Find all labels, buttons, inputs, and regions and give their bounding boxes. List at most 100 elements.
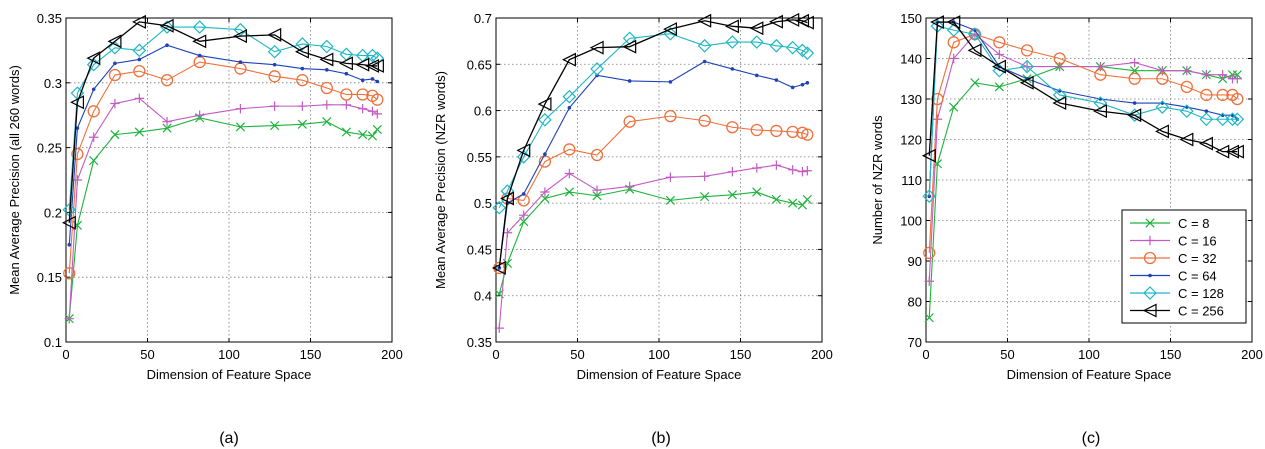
data-point: [295, 44, 309, 59]
data-point: [930, 15, 945, 30]
legend-label: C = 64: [1178, 269, 1217, 284]
data-point: [698, 114, 711, 127]
data-point: [750, 123, 763, 137]
data-point: [1052, 96, 1067, 111]
series-c-8: [64, 113, 382, 324]
panel-a: 0 50 100 150 200 0.1 0.15 0.2 0.25 0.3 0.35 Dimensi…: [7, 11, 403, 382]
data-point: [516, 143, 531, 158]
data-point: [562, 89, 577, 104]
data-point: [590, 148, 604, 162]
data-point: [727, 166, 738, 177]
legend-marker: [1145, 235, 1155, 246]
data-point: [1132, 101, 1137, 105]
data-point: [1129, 57, 1140, 68]
y-axis-label: Number of NZR words: [870, 115, 885, 245]
series-c-256: [61, 14, 384, 230]
legend-label: C = 32: [1178, 251, 1217, 266]
data-point: [1217, 70, 1228, 80]
data-point: [1053, 52, 1066, 65]
data-point: [968, 27, 982, 42]
data-point: [589, 40, 604, 55]
legend-entry: C = 16: [1130, 234, 1217, 249]
y-axis-label: Mean Average Precision (all 260 words): [7, 65, 22, 295]
x-tick-label: 50: [140, 347, 154, 362]
data-point: [341, 127, 351, 137]
data-point: [697, 13, 712, 28]
x-tick-label: 0: [62, 347, 69, 362]
data-point: [110, 98, 120, 109]
data-point: [320, 81, 333, 95]
data-point: [492, 200, 507, 215]
data-point: [774, 78, 779, 82]
y-tick-label: 70: [908, 335, 922, 350]
data-point: [931, 92, 944, 106]
data-point: [1052, 88, 1067, 102]
data-point: [1182, 65, 1192, 76]
data-point: [1232, 74, 1243, 84]
data-point: [537, 97, 552, 112]
series-line: [928, 25, 1238, 197]
data-point: [107, 34, 122, 49]
series-line: [68, 97, 378, 319]
data-point: [1127, 108, 1142, 123]
data-point: [665, 195, 676, 205]
legend-label: C = 8: [1178, 216, 1209, 231]
data-point: [800, 82, 805, 87]
y-tick-label: 0.15: [37, 270, 62, 285]
data-point: [521, 192, 526, 196]
data-point: [801, 128, 814, 141]
data-point: [1020, 59, 1034, 74]
data-point: [1199, 112, 1214, 127]
data-point: [970, 78, 980, 88]
data-point: [160, 74, 174, 87]
data-point: [91, 87, 96, 92]
data-point: [340, 88, 353, 101]
data-point: [1201, 70, 1212, 80]
series-line: [498, 19, 808, 269]
series-line: [68, 61, 378, 274]
data-point: [1216, 88, 1229, 102]
data-point: [1155, 124, 1169, 139]
data-point: [699, 171, 710, 181]
data-point: [67, 243, 72, 247]
series-c-32: [493, 109, 814, 275]
series-c-128: [62, 20, 385, 217]
data-point: [564, 168, 575, 179]
data-point: [132, 14, 146, 29]
data-point: [358, 130, 368, 140]
x-tick-label: 50: [570, 347, 584, 362]
data-point: [300, 66, 305, 71]
data-point: [86, 51, 101, 66]
data-point: [269, 101, 280, 111]
data-point: [563, 143, 576, 156]
legend-label: C = 256: [1178, 304, 1224, 319]
data-point: [1179, 132, 1194, 147]
data-point: [370, 51, 385, 66]
data-point: [1179, 104, 1194, 118]
data-point: [108, 68, 122, 82]
data-point: [322, 117, 332, 127]
data-point: [1156, 72, 1169, 85]
y-tick-label: 130: [900, 92, 922, 107]
data-point: [197, 53, 202, 58]
series-c-32: [923, 28, 1244, 260]
data-point: [70, 95, 85, 110]
data-point: [946, 15, 961, 30]
data-point: [132, 43, 147, 58]
data-point: [993, 36, 1006, 49]
data-point: [270, 120, 280, 131]
data-point: [372, 124, 382, 135]
data-point: [805, 81, 810, 85]
data-point: [235, 104, 246, 114]
data-point: [1215, 144, 1230, 159]
data-point: [1204, 109, 1209, 113]
data-point: [194, 110, 205, 120]
legend-marker: [1143, 286, 1157, 300]
caption-a: (a): [219, 430, 239, 447]
y-tick-label: 90: [908, 254, 922, 269]
y-tick-label: 80: [908, 295, 922, 310]
data-point: [755, 73, 759, 78]
data-point: [367, 131, 378, 141]
series-c-64: [497, 59, 810, 270]
x-tick-label: 200: [811, 347, 833, 362]
